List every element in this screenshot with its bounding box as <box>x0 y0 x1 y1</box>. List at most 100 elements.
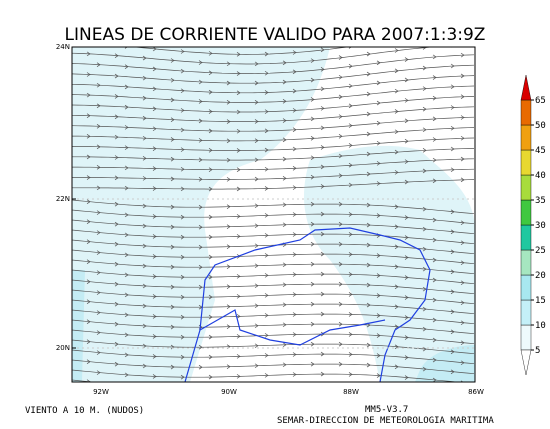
arrow <box>404 57 409 62</box>
arrow <box>376 181 381 186</box>
colorbar-segment <box>520 99 532 126</box>
arrow <box>170 364 175 370</box>
arrow <box>310 136 315 141</box>
arrow <box>394 129 399 135</box>
streamline <box>72 54 475 74</box>
arrow <box>86 72 91 77</box>
agency: SEMAR-DIRECCION DE METEOROLOGIA MARITIMA <box>277 416 494 425</box>
arrow <box>366 302 371 308</box>
arrow <box>124 352 129 358</box>
arrow <box>394 304 399 310</box>
arrow <box>208 89 213 95</box>
arrow <box>394 264 399 270</box>
arrow <box>226 364 231 369</box>
arrow <box>348 182 353 188</box>
arrow <box>170 324 175 330</box>
arrow <box>198 244 203 250</box>
arrow <box>96 62 101 68</box>
arrow <box>124 104 129 110</box>
arrow <box>254 323 259 329</box>
arrow <box>124 312 129 318</box>
arrow <box>451 390 454 394</box>
arrow <box>143 384 146 388</box>
arrow <box>366 51 371 57</box>
arrow <box>376 373 381 378</box>
arrow <box>208 214 213 220</box>
arrow <box>282 262 287 268</box>
arrow <box>152 294 157 299</box>
arrow <box>376 273 381 278</box>
arrow <box>170 264 175 270</box>
arrow <box>376 100 381 106</box>
arrow <box>394 68 399 74</box>
arrow <box>114 261 119 267</box>
streamline <box>72 209 475 225</box>
arrow <box>292 312 297 317</box>
arrow <box>432 377 437 382</box>
arrow <box>208 128 213 134</box>
arrow <box>432 237 437 243</box>
arrow <box>404 275 409 280</box>
map-area <box>72 47 475 404</box>
arrow <box>254 80 259 86</box>
arrow <box>236 186 241 192</box>
arrow <box>404 215 409 220</box>
arrow <box>422 266 427 272</box>
arrow <box>264 186 269 191</box>
arrow <box>198 264 203 270</box>
arrow <box>292 166 297 171</box>
streamline <box>72 249 475 265</box>
arrow <box>152 274 157 279</box>
streamline <box>72 158 475 171</box>
arrow <box>236 334 241 339</box>
arrow <box>226 157 231 163</box>
arrow <box>226 244 231 249</box>
arrow <box>236 109 241 115</box>
arrow <box>208 294 213 300</box>
arrow <box>142 243 147 249</box>
arrow <box>170 284 175 290</box>
streamline <box>72 85 475 103</box>
colorbar-label: 45 <box>535 146 546 156</box>
colorbar-label: 15 <box>535 296 546 306</box>
arrow <box>394 284 399 290</box>
arrow <box>170 176 175 182</box>
arrow <box>338 173 343 178</box>
arrow <box>124 84 129 90</box>
arrow <box>236 234 241 239</box>
arrow <box>422 206 427 212</box>
arrow <box>254 223 259 229</box>
arrow <box>124 332 129 338</box>
arrow <box>86 51 91 57</box>
arrow <box>226 177 231 182</box>
arrow <box>404 77 409 83</box>
streamline <box>72 390 474 404</box>
streamline <box>72 137 475 151</box>
arrow <box>180 214 185 220</box>
arrow <box>264 253 269 258</box>
arrow <box>348 103 353 109</box>
colorbar-label: 20 <box>535 271 546 281</box>
arrow <box>124 292 129 298</box>
arrow <box>96 185 101 191</box>
arrow <box>292 352 297 357</box>
arrow <box>338 201 343 207</box>
colorbar-segment <box>520 124 532 151</box>
arrow <box>282 282 287 288</box>
arrow <box>226 119 231 124</box>
arrow <box>226 304 231 309</box>
arrow <box>254 263 259 269</box>
arrow <box>321 392 324 396</box>
arrow <box>338 281 343 287</box>
streamline <box>72 168 475 180</box>
arrow <box>264 166 269 172</box>
arrow <box>338 261 343 267</box>
streamline <box>72 47 436 65</box>
arrow <box>124 212 129 218</box>
streamline <box>72 319 475 335</box>
arrow <box>394 170 399 175</box>
arrow <box>338 241 343 247</box>
arrow <box>338 221 343 227</box>
shade <box>304 145 475 382</box>
arrow <box>282 156 287 162</box>
